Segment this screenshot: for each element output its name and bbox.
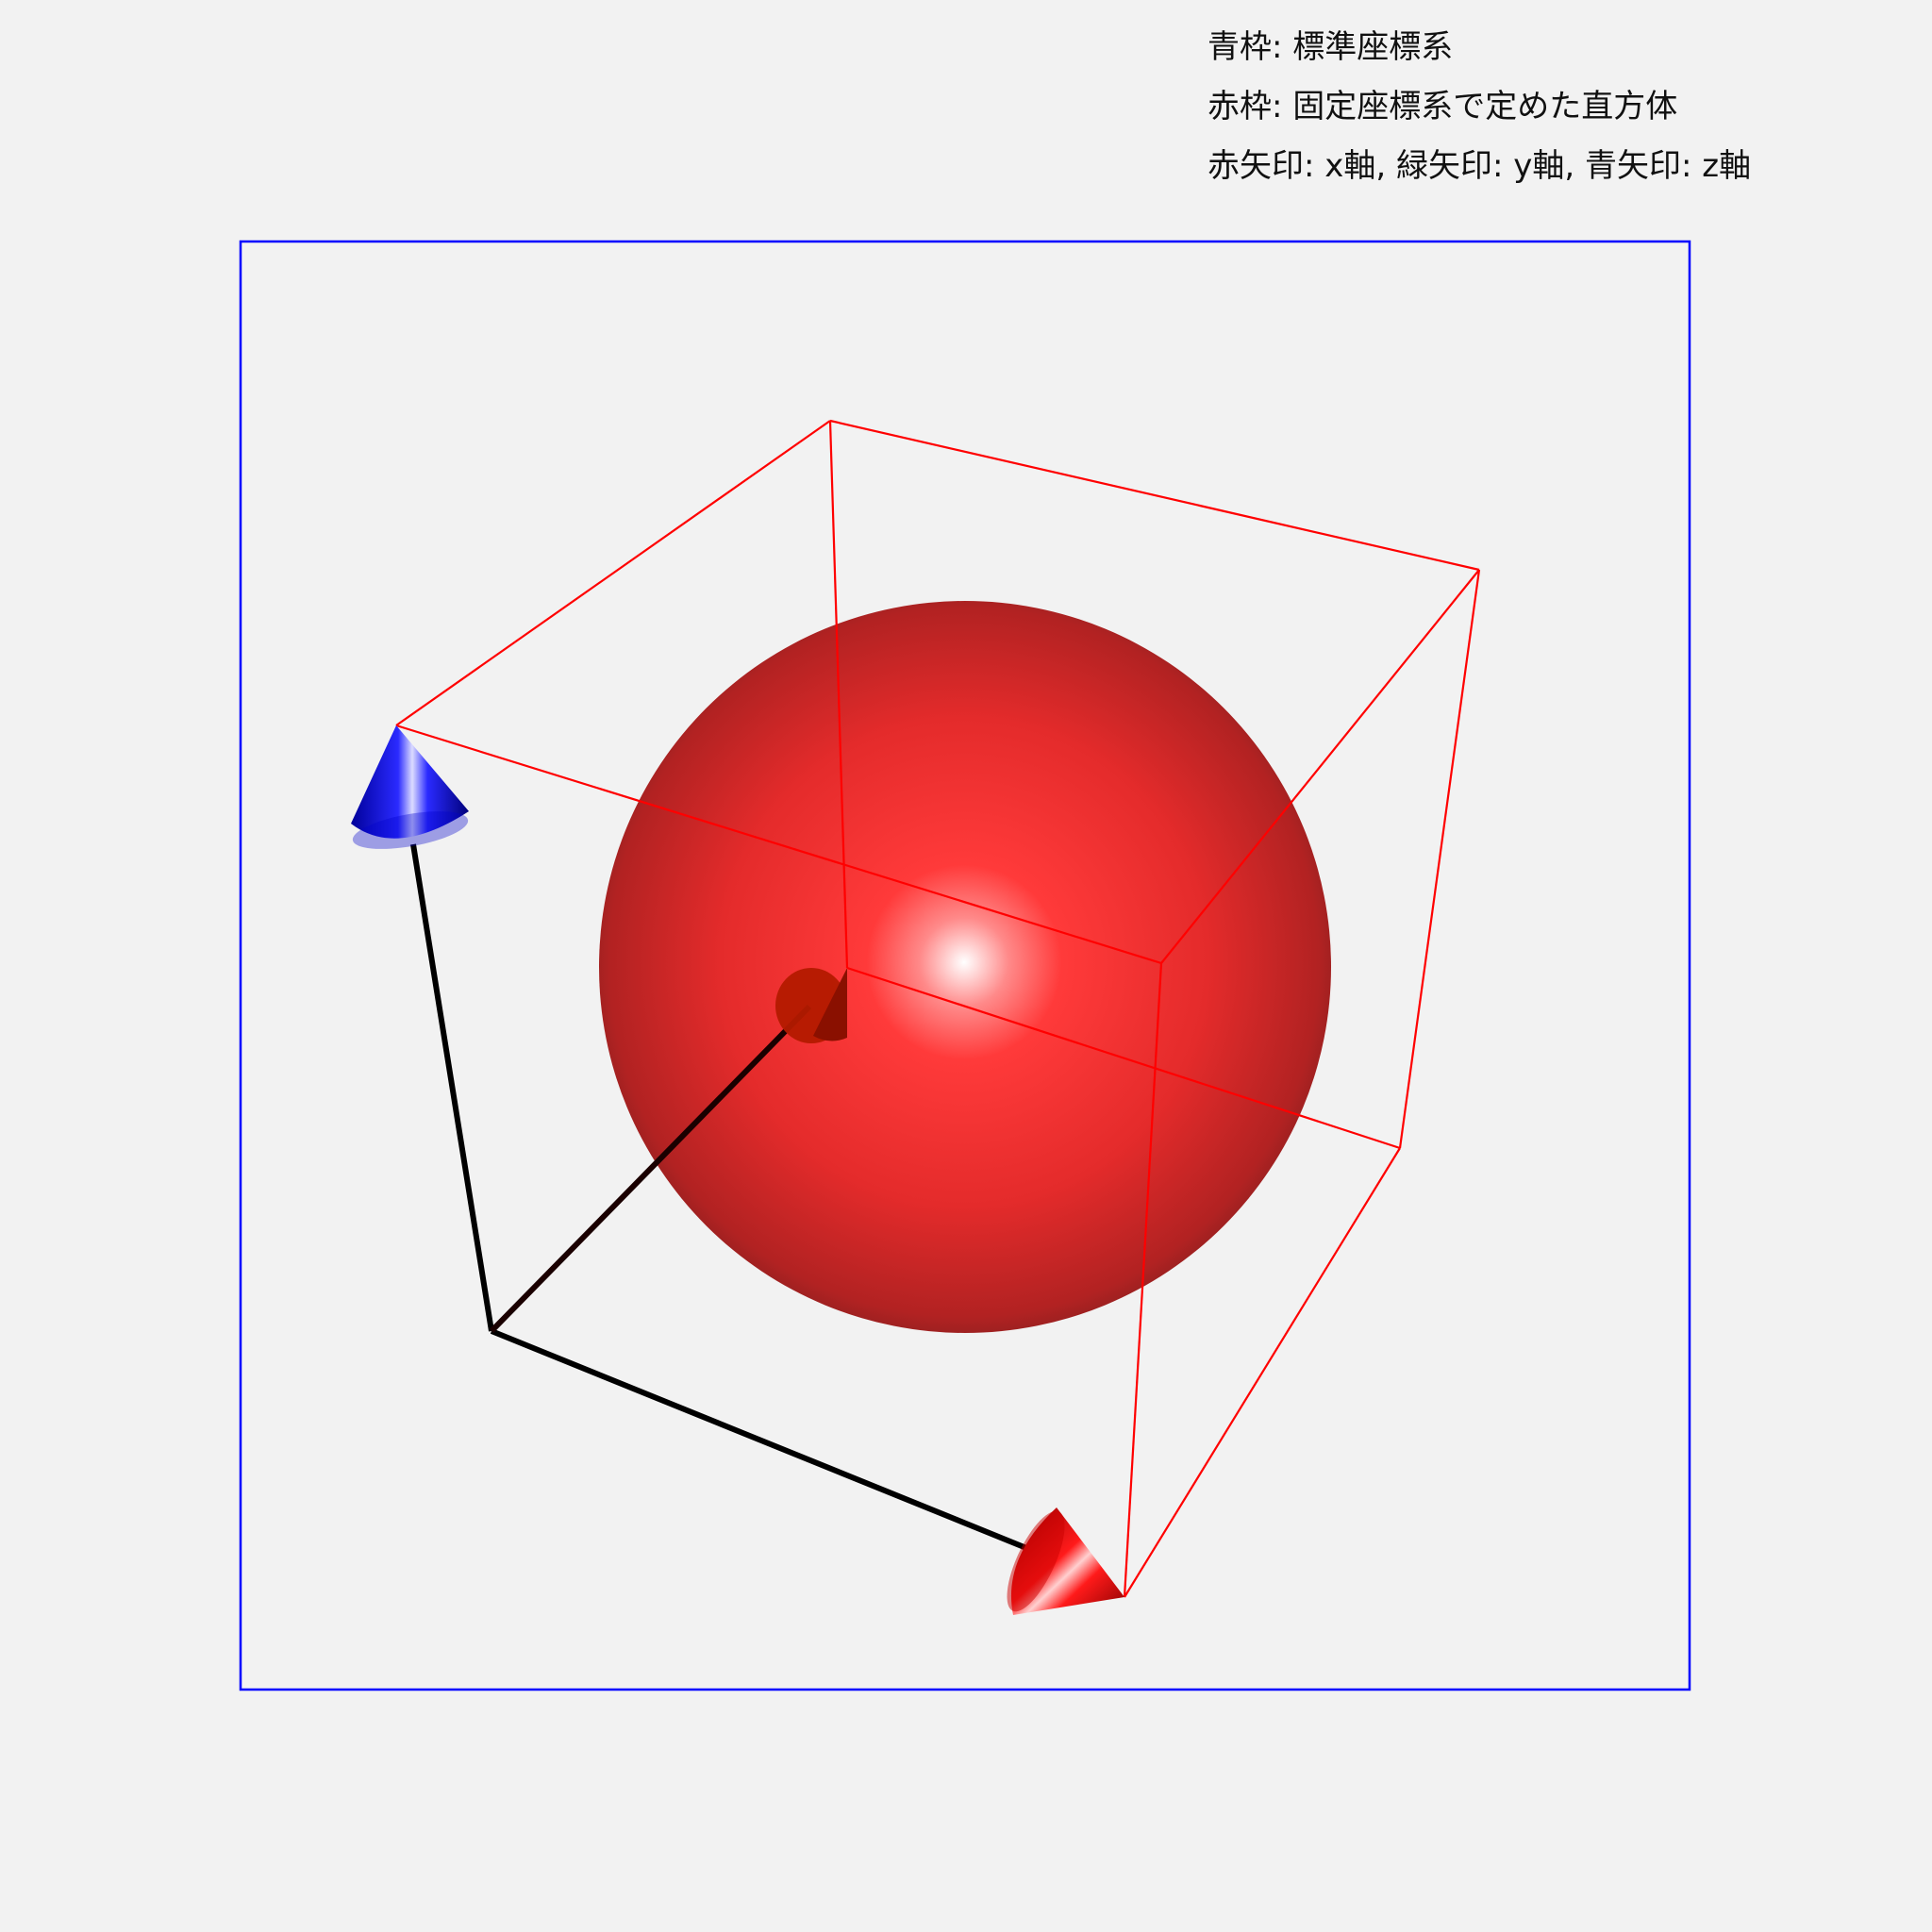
sphere[interactable] — [599, 601, 1331, 1333]
legend-standard-frame: 青枠: 標準座標系 — [1208, 28, 1454, 66]
z-arrow-head — [351, 725, 469, 849]
y-axis-shaft — [489, 1004, 812, 1334]
x-axis-shaft — [490, 1328, 1033, 1553]
standard-frame-square — [239, 240, 1691, 1691]
z-axis-shaft — [410, 843, 494, 1332]
y-arrow-head — [775, 968, 847, 1043]
legend-arrows: 赤矢印: x軸, 緑矢印: y軸, 青矢印: z軸 — [1208, 147, 1752, 185]
legend: 青枠: 標準座標系 赤枠: 固定座標系で定めた直方体 赤矢印: x軸, 緑矢印:… — [1208, 25, 1751, 203]
x-arrow-head — [1007, 1507, 1124, 1615]
fixed-frame-box — [395, 419, 1481, 1598]
legend-fixed-frame: 赤枠: 固定座標系で定めた直方体 — [1208, 88, 1678, 125]
